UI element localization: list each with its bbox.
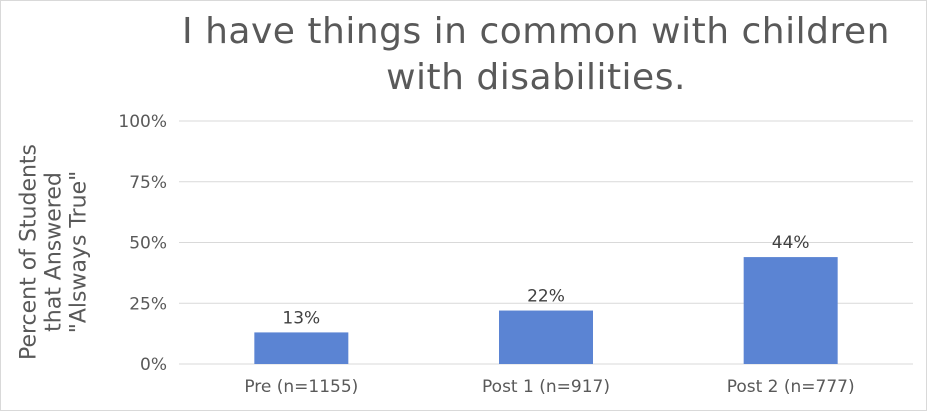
data-label-1: 22% <box>527 287 565 307</box>
y-tick-label-75: 75% <box>129 173 167 193</box>
data-label-0: 13% <box>282 308 320 328</box>
y-tick-label-50: 50% <box>129 234 167 254</box>
x-tick-label-1: Post 1 (n=917) <box>482 377 610 397</box>
data-label-2: 44% <box>772 233 810 253</box>
bar-2 <box>743 257 838 364</box>
bar-1 <box>499 310 593 364</box>
chart-title: I have things in common with children wi… <box>182 11 890 98</box>
bar-0 <box>254 332 349 364</box>
y-tick-label-0: 0% <box>140 355 167 375</box>
x-tick-label-0: Pre (n=1155) <box>244 377 358 397</box>
y-tick-label-25: 25% <box>129 294 167 314</box>
y-tick-label-100: 100% <box>118 112 167 132</box>
x-tick-label-2: Post 2 (n=777) <box>727 377 855 397</box>
